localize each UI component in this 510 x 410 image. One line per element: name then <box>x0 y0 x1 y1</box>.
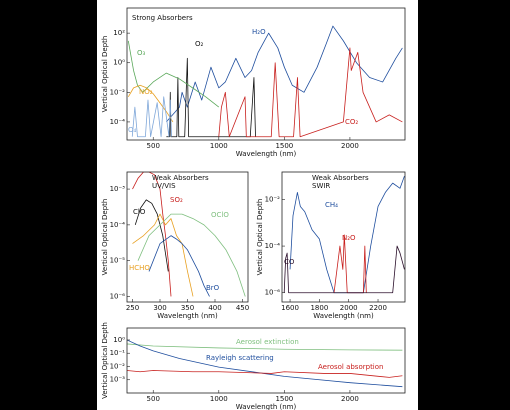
y-tick-label: 10⁻² <box>110 362 126 370</box>
y-axis-label: Vertical Optical Depth <box>101 36 109 113</box>
plot-frame <box>126 7 406 141</box>
x-tick-label: 2200 <box>369 304 387 312</box>
plot-frame <box>126 327 406 394</box>
x-tick-label: 1000 <box>210 142 228 150</box>
spectrum-line <box>127 339 403 388</box>
series-label: Aerosol absorption <box>318 363 383 371</box>
x-axis-label: Wavelength (nm) <box>157 312 218 320</box>
y-tick-label: 10⁻⁴ <box>110 118 126 126</box>
spectrum-line <box>127 343 403 351</box>
panel-title: Strong Absorbers <box>132 14 193 22</box>
x-tick-label: 2000 <box>341 142 359 150</box>
x-tick-label: 500 <box>147 142 160 150</box>
x-tick-label: 1000 <box>210 395 228 403</box>
series-label: BrO <box>206 284 220 292</box>
y-axis-label: Vertical Optical Depth <box>101 322 109 399</box>
y-tick-label: 10⁻⁶ <box>110 292 126 300</box>
y-tick-label: 10⁻² <box>110 88 126 96</box>
series-label: O₃ <box>137 49 146 57</box>
series-label: Rayleigh scattering <box>206 354 274 362</box>
spectrum-line <box>137 213 246 297</box>
y-tick-label: 10⁻⁴ <box>110 221 126 229</box>
plot-frame <box>281 171 406 303</box>
spectrum-line <box>132 172 172 297</box>
y-tick-label: 10⁻² <box>265 195 281 203</box>
y-tick-label: 10⁰ <box>113 59 125 67</box>
x-tick-label: 500 <box>147 395 160 403</box>
spectrum-line <box>127 40 220 108</box>
series-label: O₂ <box>195 40 204 48</box>
y-tick-label: 10⁻⁶ <box>265 289 281 297</box>
x-tick-label: 350 <box>181 304 194 312</box>
x-tick-label: 2000 <box>341 395 359 403</box>
series-label: O₄ <box>128 126 137 134</box>
x-tick-label: 1500 <box>275 142 293 150</box>
spectrum-line <box>132 213 194 297</box>
y-axis-label: Vertical Optical Depth <box>256 199 264 276</box>
series-label: H₂O <box>252 28 266 36</box>
spectrum-line <box>166 25 403 123</box>
spectrum-line <box>289 175 405 294</box>
panel-subtitle: UV/VIS <box>152 182 176 190</box>
spectrum-line <box>283 245 405 294</box>
plot-area <box>127 25 403 138</box>
spectrum-line <box>127 370 403 378</box>
panel-title: Weak Absorbers <box>312 174 369 182</box>
plot-area <box>283 175 405 294</box>
series-label: Aerosol extinction <box>236 338 299 346</box>
page-background <box>97 0 418 410</box>
series-label: NO₂ <box>139 88 153 96</box>
y-tick-label: 10⁰ <box>113 336 125 344</box>
y-tick-label: 10⁻⁵ <box>110 257 126 265</box>
y-axis-label: Vertical Optical Depth <box>101 199 109 276</box>
x-tick-label: 300 <box>153 304 166 312</box>
plot-area <box>127 339 403 388</box>
x-axis-label: Wavelength (nm) <box>236 403 297 410</box>
x-tick-label: 450 <box>236 304 249 312</box>
spectrum-line <box>148 235 210 297</box>
spectrum-line <box>131 96 172 138</box>
panel-title: Weak Absorbers <box>152 174 209 182</box>
series-label: OClO <box>211 211 229 219</box>
y-tick-label: 10⁻⁴ <box>265 242 281 250</box>
plot-area <box>132 172 246 297</box>
spectrum-line <box>333 234 367 294</box>
x-tick-label: 400 <box>208 304 221 312</box>
panel-subtitle: SWIR <box>312 182 330 190</box>
x-tick-label: 1600 <box>281 304 299 312</box>
spectrum-line <box>134 199 169 272</box>
x-tick-label: 250 <box>126 304 139 312</box>
series-label: HCHO <box>129 264 150 272</box>
x-axis-label: Wavelength (nm) <box>313 312 374 320</box>
series-label: CH₄ <box>325 201 338 209</box>
y-tick-label: 10⁻³ <box>110 185 126 193</box>
x-tick-label: 2000 <box>340 304 358 312</box>
spectrum-line <box>218 47 403 138</box>
series-label: CO₂ <box>345 118 358 126</box>
y-tick-label: 10⁻³ <box>110 376 126 384</box>
series-label: CO <box>284 258 295 266</box>
series-label: SO₂ <box>170 196 183 204</box>
y-tick-label: 10² <box>113 29 125 37</box>
x-tick-label: 1500 <box>275 395 293 403</box>
y-tick-label: 10⁻¹ <box>110 349 126 357</box>
series-label: N₂O <box>342 234 356 242</box>
x-tick-label: 1800 <box>310 304 328 312</box>
series-label: ClO <box>133 208 146 216</box>
x-axis-label: Wavelength (nm) <box>236 150 297 158</box>
